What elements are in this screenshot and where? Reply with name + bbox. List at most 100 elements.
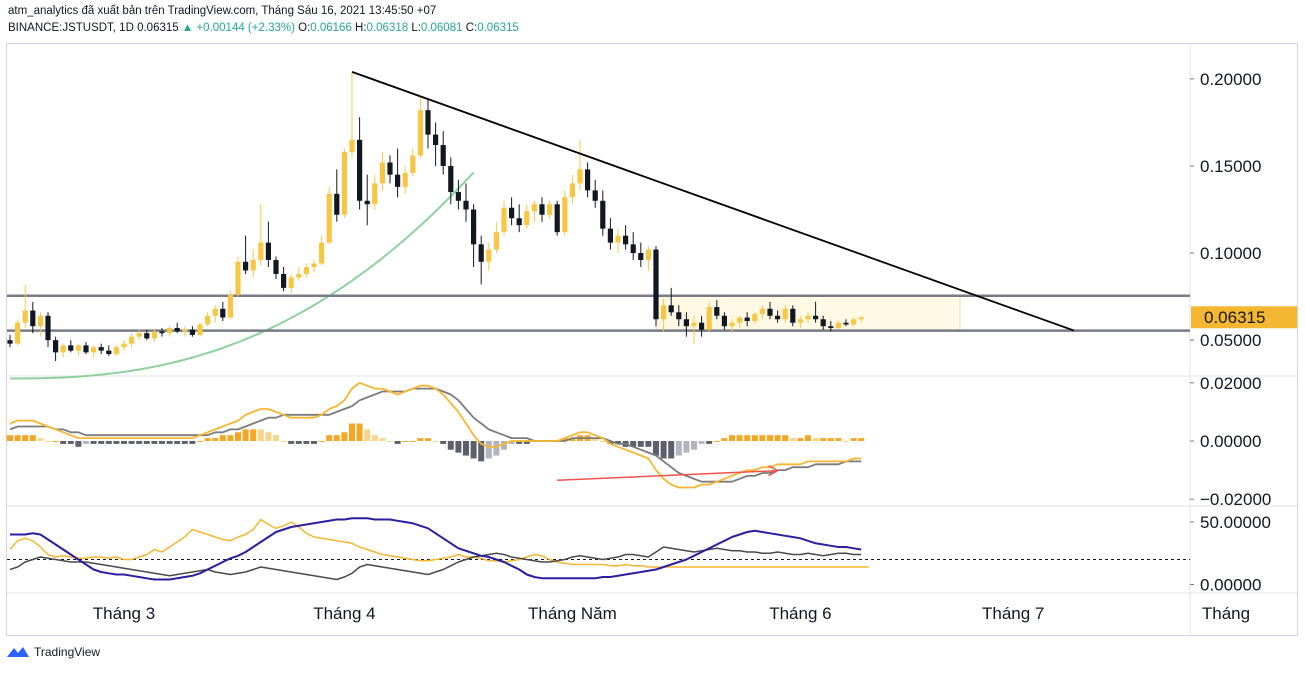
candle[interactable] [235, 256, 241, 297]
candle[interactable] [737, 315, 743, 328]
candle[interactable] [326, 186, 332, 245]
candle[interactable] [91, 345, 97, 358]
candle[interactable] [319, 235, 325, 266]
candle[interactable] [615, 228, 621, 254]
candle[interactable] [668, 287, 674, 316]
candle[interactable] [524, 204, 530, 229]
candle[interactable] [630, 232, 636, 261]
candle[interactable] [364, 174, 370, 226]
candle[interactable] [387, 155, 393, 184]
candle[interactable] [303, 263, 309, 278]
candle[interactable] [569, 174, 575, 205]
candle[interactable] [714, 300, 720, 320]
candle[interactable] [706, 301, 712, 332]
symbol-name[interactable]: BINANCE:JSTUSDT, 1D [8, 22, 134, 34]
candle[interactable] [379, 152, 385, 191]
candle[interactable] [600, 190, 606, 236]
candle[interactable] [334, 169, 340, 222]
candle[interactable] [45, 312, 51, 348]
candle[interactable] [227, 291, 233, 320]
candle[interactable] [562, 190, 568, 236]
candle[interactable] [820, 315, 826, 330]
candle[interactable] [752, 312, 758, 325]
candle[interactable] [174, 322, 180, 334]
candle[interactable] [15, 319, 21, 346]
candle[interactable] [60, 343, 66, 358]
candle[interactable] [159, 327, 165, 337]
candle[interactable] [676, 305, 682, 327]
candle[interactable] [197, 322, 203, 337]
candle[interactable] [539, 197, 545, 222]
candle[interactable] [471, 204, 477, 267]
candle[interactable] [455, 179, 461, 210]
candle[interactable] [729, 319, 735, 334]
candle[interactable] [273, 256, 279, 280]
last-price-marker[interactable] [1191, 306, 1297, 329]
candle[interactable] [296, 266, 302, 281]
candle[interactable] [835, 320, 841, 330]
macd-pane[interactable] [7, 381, 865, 489]
candle[interactable] [265, 221, 271, 267]
candle[interactable] [493, 221, 499, 254]
tradingview-logo-icon[interactable] [6, 645, 30, 659]
candle[interactable] [813, 301, 819, 323]
candle[interactable] [212, 305, 218, 323]
candle[interactable] [189, 326, 195, 337]
candle[interactable] [220, 301, 226, 321]
candle[interactable] [395, 148, 401, 198]
divergence-line[interactable] [557, 469, 778, 482]
candle[interactable] [250, 249, 256, 278]
candle[interactable] [744, 312, 750, 327]
candle[interactable] [341, 148, 347, 219]
candle[interactable] [205, 312, 211, 327]
candle[interactable] [797, 315, 803, 328]
candle[interactable] [782, 305, 788, 323]
candle[interactable] [790, 305, 796, 327]
candle[interactable] [554, 200, 560, 236]
candle[interactable] [486, 242, 492, 271]
candle[interactable] [858, 315, 864, 323]
candle[interactable] [721, 312, 727, 330]
candle[interactable] [448, 157, 454, 205]
candle[interactable] [121, 340, 127, 351]
candle[interactable] [30, 301, 36, 334]
tradingview-brand[interactable]: TradingView [34, 645, 101, 659]
candle[interactable] [767, 301, 773, 320]
candle[interactable] [509, 197, 515, 226]
candle[interactable] [851, 317, 857, 327]
candle[interactable] [182, 326, 188, 337]
candle[interactable] [113, 345, 119, 356]
candle[interactable] [433, 122, 439, 166]
candle[interactable] [759, 305, 765, 320]
candle[interactable] [75, 343, 81, 356]
candle[interactable] [531, 200, 537, 222]
candle[interactable] [288, 273, 294, 294]
candle[interactable] [402, 165, 408, 194]
candle[interactable] [311, 260, 317, 273]
candle[interactable] [372, 174, 378, 210]
candle[interactable] [281, 266, 287, 292]
candle[interactable] [357, 117, 363, 210]
candle[interactable] [577, 139, 583, 191]
candle[interactable] [151, 329, 157, 342]
candle[interactable] [607, 218, 613, 250]
candle[interactable] [661, 298, 667, 332]
candle[interactable] [501, 200, 507, 236]
candle[interactable] [623, 225, 629, 250]
candle[interactable] [243, 235, 249, 274]
candle[interactable] [37, 312, 43, 337]
candle[interactable] [699, 315, 705, 337]
candle[interactable] [98, 343, 104, 355]
candle[interactable] [167, 326, 173, 337]
candle[interactable] [258, 204, 264, 266]
candle[interactable] [516, 204, 522, 233]
candle[interactable] [425, 99, 431, 149]
candle[interactable] [53, 336, 59, 362]
candle[interactable] [653, 246, 659, 327]
candle[interactable] [440, 131, 446, 175]
candle[interactable] [349, 71, 355, 158]
candle[interactable] [805, 312, 811, 323]
candle[interactable] [691, 315, 697, 344]
candle[interactable] [592, 179, 598, 208]
candle[interactable] [136, 329, 142, 341]
